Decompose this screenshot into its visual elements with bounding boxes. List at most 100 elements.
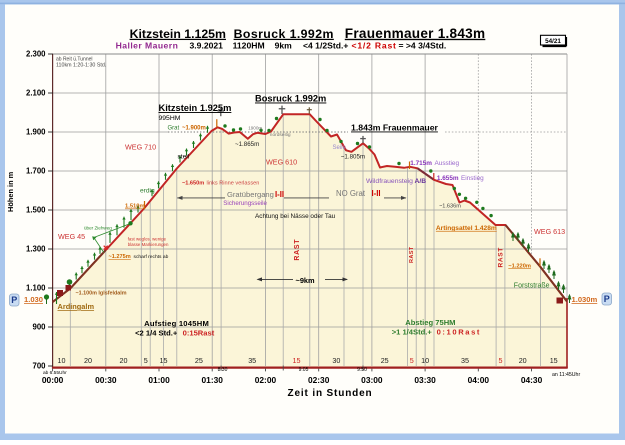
svg-text:03:00: 03:00	[361, 375, 383, 385]
svg-text:I-II: I-II	[275, 190, 284, 199]
svg-text:Zeit in Stunden: Zeit in Stunden	[288, 388, 373, 399]
svg-text:5: 5	[499, 356, 503, 365]
svg-text:blasse Markierungen: blasse Markierungen	[128, 242, 169, 247]
svg-text:>1 1/4Std.+: >1 1/4Std.+	[392, 328, 433, 337]
svg-text:1.510m: 1.510m	[125, 204, 145, 210]
svg-text:15: 15	[160, 356, 168, 365]
svg-text:00:00: 00:00	[42, 375, 64, 385]
svg-text:2.300: 2.300	[26, 50, 46, 59]
svg-text:~1.275m: ~1.275m	[109, 254, 131, 260]
svg-text:nordseitig: nordseitig	[270, 132, 291, 138]
svg-text:00:30: 00:30	[95, 375, 117, 385]
svg-text:A/B: A/B	[415, 178, 427, 185]
svg-text:54/21: 54/21	[545, 38, 561, 45]
svg-text:5: 5	[410, 356, 414, 365]
svg-text:04:30: 04:30	[521, 375, 543, 385]
svg-text:Höhen in m: Höhen in m	[6, 171, 15, 212]
svg-text:scharf rechts ab: scharf rechts ab	[134, 254, 169, 260]
svg-text:9:05: 9:05	[299, 367, 309, 373]
svg-text:20: 20	[84, 356, 92, 365]
svg-text:RAST: RAST	[409, 246, 415, 263]
svg-text:fast weglos, wenige: fast weglos, wenige	[128, 236, 167, 241]
svg-text:0:10Rast: 0:10Rast	[437, 328, 481, 337]
svg-text:1900m: 1900m	[248, 126, 262, 131]
svg-text:25: 25	[195, 356, 203, 365]
svg-text:01:00: 01:00	[148, 375, 170, 385]
svg-text:links Rinne verlassen: links Rinne verlassen	[207, 180, 260, 186]
svg-text:= >4 3/4Std.: = >4 3/4Std.	[399, 40, 447, 50]
svg-text:an 11:45Uhr: an 11:45Uhr	[552, 372, 580, 378]
svg-text:1.715m: 1.715m	[410, 160, 432, 167]
svg-text:1.100: 1.100	[26, 284, 46, 293]
svg-text:I-II: I-II	[372, 189, 381, 198]
svg-text:1.700: 1.700	[26, 167, 46, 176]
svg-text:erdig: erdig	[140, 188, 155, 195]
svg-text:35: 35	[248, 356, 256, 365]
svg-text:~1.865m: ~1.865m	[235, 141, 259, 148]
svg-text:03:30: 03:30	[414, 375, 436, 385]
svg-text:Kitzstein 1.925m: Kitzstein 1.925m	[159, 103, 232, 113]
svg-text:Kitzstein 1.125m: Kitzstein 1.125m	[130, 27, 226, 41]
svg-text:25: 25	[381, 356, 389, 365]
svg-text:ab 6.55Uhr: ab 6.55Uhr	[43, 370, 67, 376]
svg-text:Grat: Grat	[168, 126, 180, 132]
svg-text:WEG 613: WEG 613	[534, 227, 565, 236]
svg-text:30: 30	[332, 356, 340, 365]
svg-text:Artingsattel 1.428m: Artingsattel 1.428m	[436, 225, 497, 232]
svg-text:1.300: 1.300	[26, 245, 46, 254]
svg-text:Forststraße: Forststraße	[514, 282, 550, 289]
svg-text:Bosruck 1.992m: Bosruck 1.992m	[234, 27, 334, 41]
svg-text:1120HM: 1120HM	[233, 40, 265, 50]
svg-text:Abstieg 75HM: Abstieg 75HM	[405, 318, 455, 327]
svg-text:~1.900m: ~1.900m	[182, 126, 206, 132]
svg-text:9:50: 9:50	[357, 367, 367, 373]
svg-text:~1.636m: ~1.636m	[439, 203, 461, 209]
svg-text:1.843m Frauenmauer: 1.843m Frauenmauer	[351, 123, 439, 133]
svg-text:Seile: Seile	[333, 145, 347, 151]
svg-text:WEG 610: WEG 610	[266, 158, 297, 167]
svg-text:20: 20	[120, 356, 128, 365]
svg-text:Bosruck 1.992m: Bosruck 1.992m	[255, 94, 326, 104]
svg-text:Achtung bei Nässe oder Tau: Achtung bei Nässe oder Tau	[255, 213, 336, 220]
svg-text:Einstieg: Einstieg	[461, 175, 484, 182]
svg-text:<2 1/4 Std.+: <2 1/4 Std.+	[135, 329, 178, 338]
svg-text:0:15Rast: 0:15Rast	[183, 329, 215, 338]
svg-text:Ausstieg: Ausstieg	[435, 160, 460, 167]
svg-text:Aufstieg 1045HM: Aufstieg 1045HM	[144, 319, 209, 328]
svg-text:2.100: 2.100	[26, 89, 46, 98]
svg-text:9km: 9km	[275, 40, 293, 50]
svg-text:P: P	[11, 295, 17, 305]
svg-text:15: 15	[293, 356, 301, 365]
svg-text:20: 20	[519, 356, 527, 365]
svg-text:1.500: 1.500	[26, 206, 46, 215]
svg-text:35: 35	[461, 356, 469, 365]
svg-text:RAST: RAST	[498, 247, 505, 267]
svg-text:Haller Mauern: Haller Mauern	[116, 40, 179, 50]
svg-text:900: 900	[32, 323, 46, 332]
svg-text:1.900: 1.900	[26, 128, 46, 137]
svg-text:<4 1/2Std.+: <4 1/2Std.+	[303, 40, 348, 50]
svg-text:995HM: 995HM	[159, 115, 181, 122]
svg-text:02:30: 02:30	[308, 375, 330, 385]
svg-text:10: 10	[421, 356, 429, 365]
svg-text:5: 5	[144, 356, 148, 365]
svg-text:1.030: 1.030	[24, 295, 43, 304]
svg-text:~1.805m: ~1.805m	[341, 153, 365, 160]
svg-text:10: 10	[58, 356, 66, 365]
svg-text:01:30: 01:30	[202, 375, 224, 385]
svg-text:04:00: 04:00	[468, 375, 490, 385]
svg-text:15: 15	[550, 356, 558, 365]
svg-text:Sicherungsseile: Sicherungsseile	[223, 200, 267, 207]
svg-text:steil: steil	[178, 154, 190, 161]
svg-text:WEG 45: WEG 45	[58, 232, 85, 241]
svg-text:Frauenmauer 1.843m: Frauenmauer 1.843m	[345, 26, 486, 41]
svg-text:700: 700	[32, 362, 46, 371]
svg-text:1.030m: 1.030m	[572, 295, 598, 304]
svg-text:02:00: 02:00	[255, 375, 277, 385]
svg-text:Gratübergang: Gratübergang	[227, 190, 274, 199]
svg-text:~1.220m: ~1.220m	[508, 263, 531, 269]
svg-text:<1/2 Rast: <1/2 Rast	[352, 40, 397, 50]
svg-text:~1.650m: ~1.650m	[182, 180, 204, 186]
svg-text:WEG 710: WEG 710	[125, 143, 156, 152]
svg-text:über Ziehweg: über Ziehweg	[84, 225, 112, 230]
